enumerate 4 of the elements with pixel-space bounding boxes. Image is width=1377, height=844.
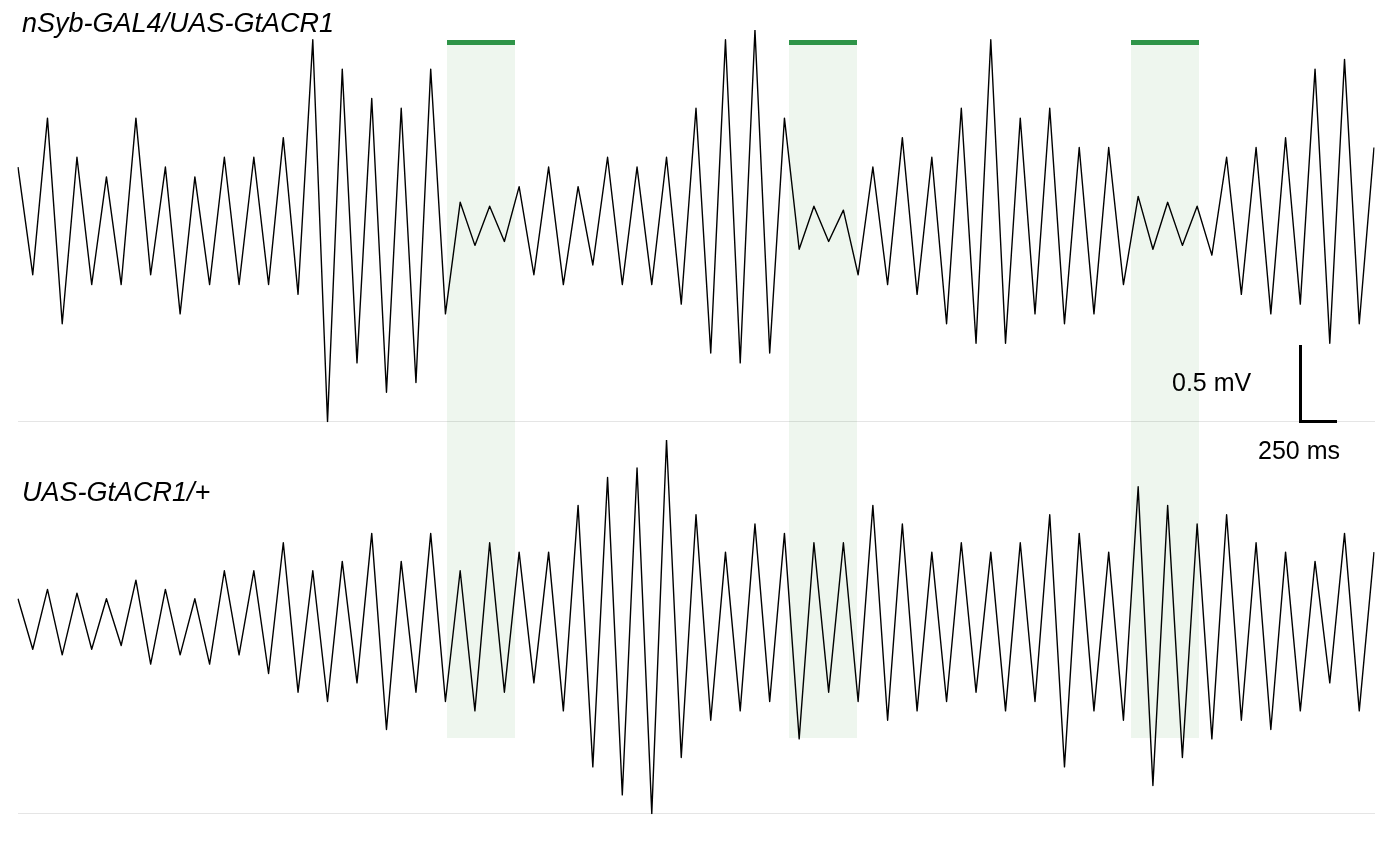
chart-title: nSyb-GAL4/UAS-GtACR1 (22, 8, 335, 39)
annotation: 0.5 mV (1172, 368, 1252, 397)
annotation: 250 ms (1258, 436, 1340, 465)
text: UAS-GtACR1/+ (22, 477, 211, 508)
